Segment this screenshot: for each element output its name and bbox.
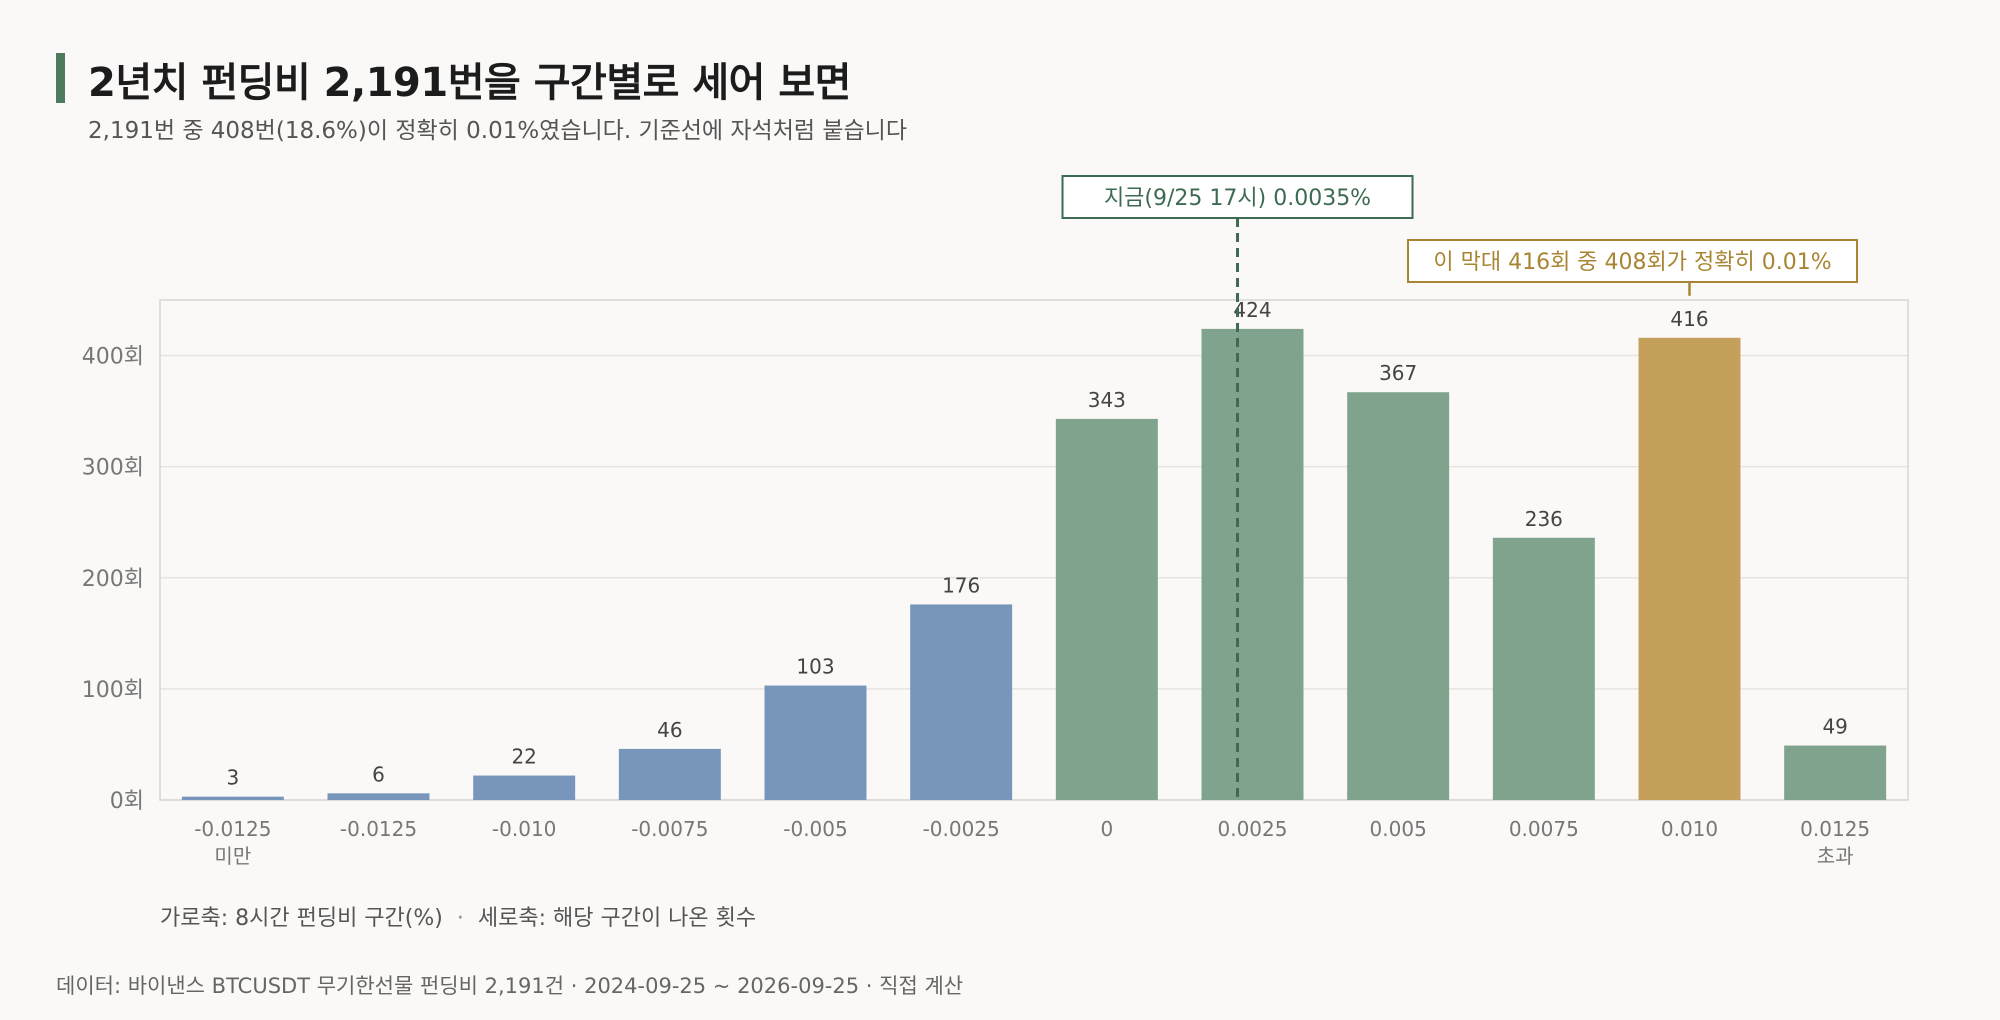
bar	[618, 748, 721, 800]
y-tick-label: 100회	[82, 678, 144, 703]
bar	[1347, 392, 1450, 800]
x-tick-label: -0.010	[492, 817, 556, 841]
bar	[473, 775, 576, 800]
bar-value-label: 103	[796, 655, 834, 679]
bar	[1055, 418, 1158, 800]
bar-value-label: 367	[1379, 361, 1417, 385]
x-tick-label: -0.0075	[631, 817, 708, 841]
y-tick-label: 300회	[82, 456, 144, 481]
y-tick-label: 200회	[82, 567, 144, 592]
x-tick-label: -0.0125	[194, 817, 271, 841]
bar	[910, 604, 1013, 800]
x-tick-label: -0.005	[783, 817, 847, 841]
x-tick-label: -0.0025	[923, 817, 1000, 841]
chart-subtitle: 2,191번 중 408번(18.6%)이 정확히 0.01%였습니다. 기준선…	[88, 118, 907, 144]
bar-value-label: 236	[1525, 507, 1563, 531]
x-tick-label: 0.0025	[1218, 817, 1288, 841]
bar-value-label: 6	[372, 762, 385, 786]
x-tick-label: 초과	[1817, 844, 1854, 868]
axis-caption: 가로축: 8시간 펀딩비 구간(%) · 세로축: 해당 구간이 나온 횟수	[160, 900, 756, 932]
bar	[764, 685, 867, 800]
annotation-label: 이 막대 416회 중 408회가 정확히 0.01%	[1433, 250, 1831, 275]
current-value-label-box	[1061, 175, 1414, 219]
x-tick-label: 미만	[214, 844, 251, 868]
annotation-box	[1407, 239, 1858, 283]
title-accent-bar	[56, 53, 65, 103]
bar-value-label: 3	[226, 766, 239, 790]
x-tick-label: 0.010	[1661, 817, 1718, 841]
x-axis-caption: 가로축: 8시간 펀딩비 구간(%)	[160, 906, 443, 931]
bar-value-label: 46	[657, 718, 682, 742]
data-source-note: 데이터: 바이낸스 BTCUSDT 무기한선물 펀딩비 2,191건 · 202…	[56, 974, 964, 998]
y-tick-label: 0회	[110, 789, 144, 814]
bar	[1784, 745, 1887, 800]
plot-frame	[159, 299, 1909, 801]
y-axis-caption: 세로축: 해당 구간이 나온 횟수	[477, 906, 757, 931]
x-tick-label: -0.0125	[340, 817, 417, 841]
bar-value-label: 343	[1088, 388, 1126, 412]
bar	[1492, 537, 1595, 800]
x-tick-label: 0.005	[1370, 817, 1427, 841]
bar-value-label: 424	[1233, 298, 1271, 322]
bar-value-label: 49	[1822, 715, 1847, 739]
x-tick-label: 0.0125	[1800, 817, 1870, 841]
bar	[181, 796, 284, 800]
bar	[1201, 328, 1304, 800]
caption-separator: ·	[456, 906, 464, 931]
bar-value-label: 176	[942, 573, 980, 597]
y-tick-label: 400회	[82, 345, 144, 370]
x-tick-label: 0.0075	[1509, 817, 1579, 841]
bar-value-label: 22	[511, 745, 536, 769]
bar	[327, 793, 430, 800]
bar-value-label: 416	[1670, 307, 1708, 331]
current-value-label: 지금(9/25 17시) 0.0035%	[1104, 186, 1371, 211]
x-tick-label: 0	[1100, 817, 1113, 841]
bar	[1638, 337, 1741, 800]
chart-title: 2년치 펀딩비 2,191번을 구간별로 세어 보면	[88, 60, 851, 106]
